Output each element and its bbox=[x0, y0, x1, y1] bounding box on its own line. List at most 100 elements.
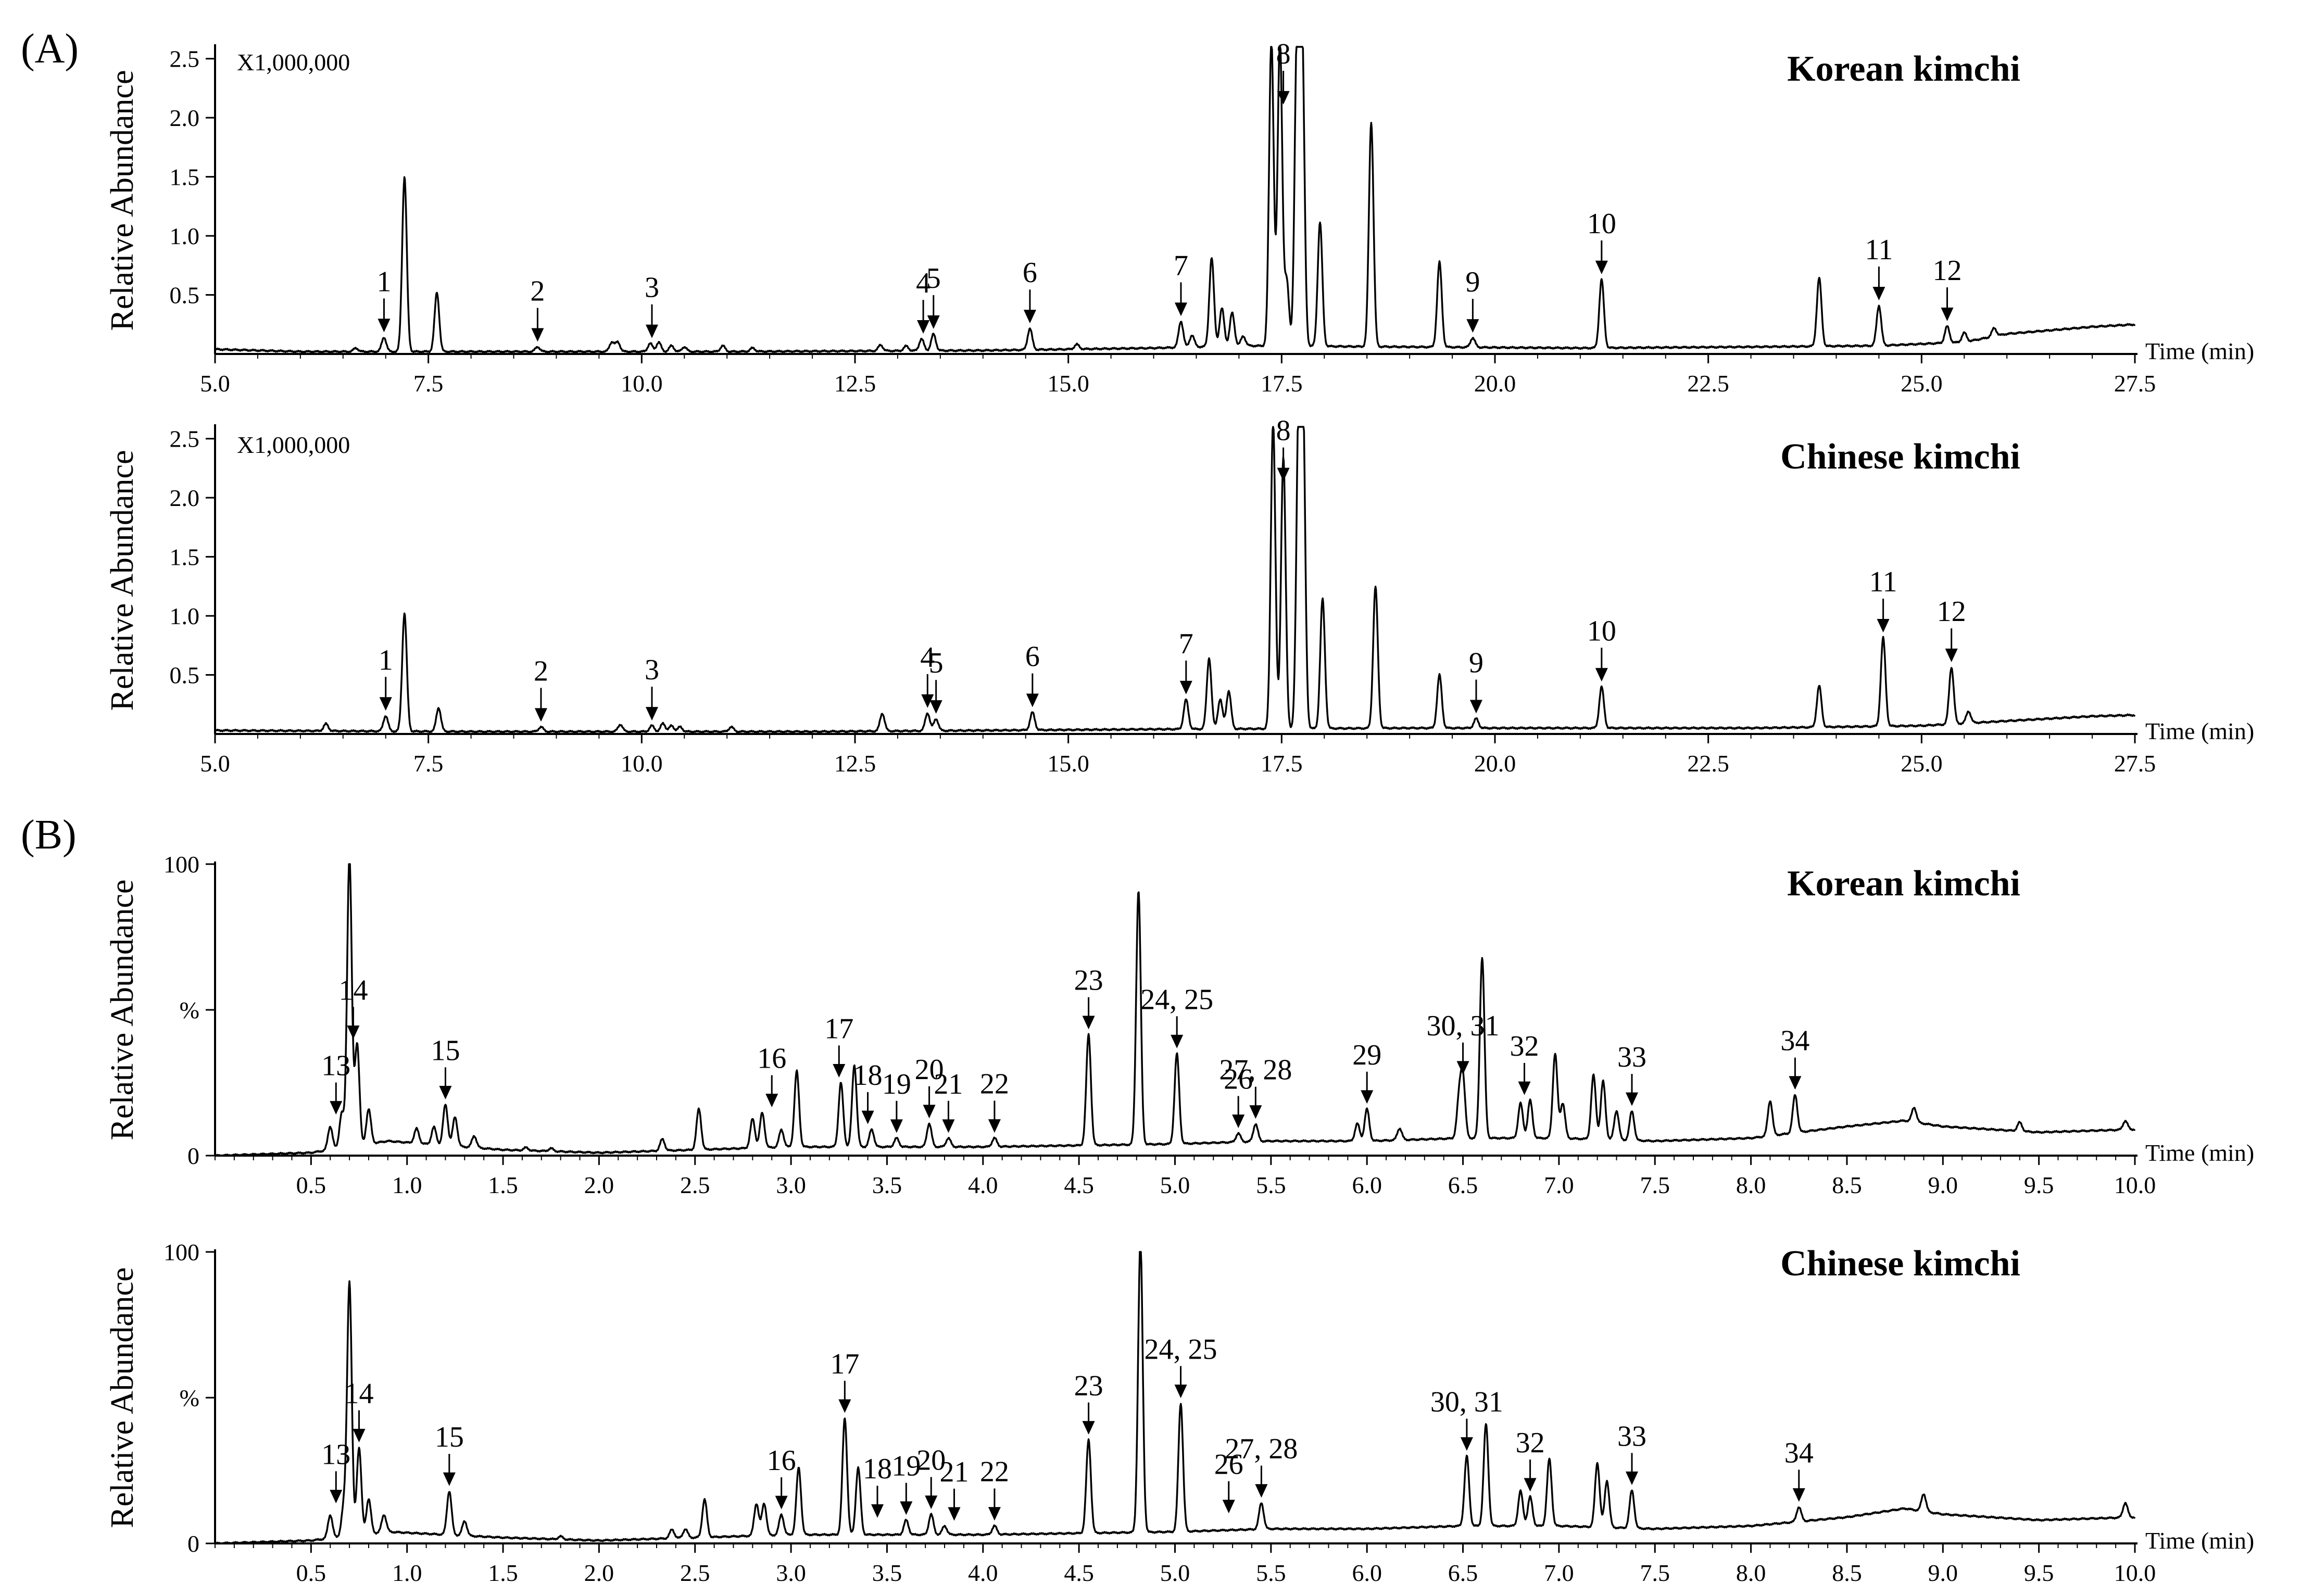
peak-label: 24, 25 bbox=[1140, 983, 1213, 1016]
peak-label: 5 bbox=[926, 262, 941, 295]
x-tick-label: 2.5 bbox=[680, 1560, 710, 1586]
peak-arrowhead bbox=[871, 1504, 884, 1518]
peak-arrowhead bbox=[1023, 310, 1036, 324]
x-tick-label: 4.0 bbox=[968, 1560, 998, 1586]
peak-label: 34 bbox=[1784, 1437, 1814, 1469]
x-tick-label: 4.5 bbox=[1064, 1172, 1094, 1198]
peak-label: 23 bbox=[1074, 965, 1103, 997]
peak-label: 30, 31 bbox=[1427, 1010, 1500, 1042]
x-tick-label: 0.5 bbox=[296, 1560, 326, 1586]
peak-label: 24, 25 bbox=[1145, 1333, 1217, 1365]
y-tick-label: 1.5 bbox=[170, 544, 200, 571]
peak-label: 16 bbox=[767, 1445, 796, 1477]
peak-arrowhead bbox=[1179, 680, 1192, 694]
x-tick-label: 5.0 bbox=[200, 750, 230, 777]
x-tick-label: 1.0 bbox=[392, 1560, 422, 1586]
peak-label: 13 bbox=[321, 1438, 350, 1471]
peak-arrowhead bbox=[531, 328, 544, 342]
x-tick-label: 25.0 bbox=[1901, 370, 1943, 397]
peak-arrowhead bbox=[1524, 1478, 1537, 1492]
x-tick-label: 10.0 bbox=[621, 750, 663, 777]
chart-korean-kimchi-gcms: 5.0 7.5 10.0 12.5 15.0 17.5 20.0 22.5 25.0 27.50.… bbox=[105, 38, 2254, 397]
scale-label: X1,000,000 bbox=[237, 432, 350, 458]
peak-label: 17 bbox=[824, 1012, 853, 1045]
x-tick-label: 12.5 bbox=[834, 750, 876, 777]
peak-label: 7 bbox=[1174, 249, 1188, 282]
x-tick-label: 5.0 bbox=[1160, 1172, 1190, 1198]
peak-label: 12 bbox=[1932, 255, 1961, 287]
peak-label: 8 bbox=[1276, 38, 1291, 70]
peak-label: 17 bbox=[830, 1348, 859, 1380]
peak-label: 26 bbox=[1224, 1063, 1253, 1096]
peak-arrowhead bbox=[1082, 1421, 1095, 1435]
peak-label: 9 bbox=[1469, 647, 1483, 679]
peak-label: 26 bbox=[1214, 1448, 1243, 1480]
peak-label: 11 bbox=[1869, 566, 1897, 598]
peak-arrowhead bbox=[1595, 260, 1608, 274]
peak-arrowhead bbox=[1277, 91, 1290, 105]
scale-label: X1,000,000 bbox=[237, 49, 350, 75]
x-tick-label: 9.5 bbox=[2024, 1172, 2054, 1198]
x-tick-label: 6.5 bbox=[1448, 1172, 1478, 1198]
peak-arrowhead bbox=[1466, 319, 1479, 333]
x-tick-label: 12.5 bbox=[834, 370, 876, 397]
x-tick-label: 6.0 bbox=[1352, 1172, 1382, 1198]
chart-title: Chinese kimchi bbox=[1780, 1244, 2020, 1284]
peak-label: 9 bbox=[1465, 266, 1480, 298]
peak-label: 12 bbox=[1937, 596, 1966, 628]
x-tick-label: 6.5 bbox=[1448, 1560, 1478, 1586]
peak-label: 18 bbox=[853, 1059, 883, 1092]
x-tick-label: 7.5 bbox=[1640, 1560, 1670, 1586]
x-tick-label: 3.5 bbox=[872, 1560, 902, 1586]
peak-arrowhead bbox=[900, 1501, 913, 1515]
y-tick-label: 1.5 bbox=[170, 164, 200, 191]
peak-arrowhead bbox=[765, 1094, 778, 1108]
x-tick-label: 7.0 bbox=[1544, 1172, 1574, 1198]
x-tick-label: 17.5 bbox=[1261, 750, 1303, 777]
x-tick-label: 7.5 bbox=[413, 750, 444, 777]
peak-label: 5 bbox=[929, 647, 944, 679]
x-tick-label: 3.5 bbox=[872, 1172, 902, 1198]
peak-label: 27, 28 bbox=[1219, 1054, 1292, 1086]
x-tick-label: 10.0 bbox=[2114, 1560, 2156, 1586]
peak-label: 21 bbox=[934, 1068, 963, 1100]
peak-arrowhead bbox=[353, 1428, 366, 1442]
x-tick-label: 5.0 bbox=[1160, 1560, 1190, 1586]
peak-arrowhead bbox=[1945, 649, 1958, 663]
x-tick-label: 7.0 bbox=[1544, 1560, 1574, 1586]
y-axis-title: Relative Abundance bbox=[105, 70, 140, 331]
peak-label: 22 bbox=[980, 1455, 1009, 1488]
signal-trace bbox=[214, 426, 2136, 733]
peak-arrowhead bbox=[347, 1025, 360, 1040]
x-tick-label: 9.5 bbox=[2024, 1560, 2054, 1586]
peak-label: 3 bbox=[645, 654, 659, 686]
peak-label: 33 bbox=[1617, 1420, 1646, 1452]
peak-arrowhead bbox=[927, 315, 940, 329]
peak-arrowhead bbox=[1469, 700, 1482, 714]
x-tick-label: 8.5 bbox=[1832, 1172, 1862, 1198]
x-axis-title: Time (min) bbox=[2145, 1139, 2254, 1166]
peak-arrowhead bbox=[775, 1496, 788, 1510]
x-tick-label: 8.0 bbox=[1736, 1172, 1766, 1198]
x-tick-label: 2.5 bbox=[680, 1172, 710, 1198]
x-tick-label: 3.0 bbox=[776, 1172, 806, 1198]
peak-arrowhead bbox=[645, 324, 658, 338]
peak-label: 20 bbox=[916, 1444, 946, 1476]
chart-korean-kimchi-lcms: 0.5 1.0 1.5 2.0 2.5 3.0 3.5 4.0 4.5 5.0 5.5 6.0 6.5 7… bbox=[105, 851, 2254, 1198]
y-axis-title: Relative Abundance bbox=[105, 450, 140, 711]
x-axis-title: Time (min) bbox=[2145, 1527, 2254, 1554]
peak-label: 34 bbox=[1780, 1025, 1809, 1057]
chart-title: Korean kimchi bbox=[1787, 49, 2020, 89]
y-tick-label: 2.0 bbox=[170, 485, 200, 511]
signal-trace bbox=[214, 1251, 2136, 1544]
peak-label: 6 bbox=[1023, 257, 1037, 289]
peak-arrowhead bbox=[1941, 307, 1954, 321]
peak-label: 10 bbox=[1587, 615, 1616, 647]
peak-arrowhead bbox=[917, 320, 930, 334]
peak-arrowhead bbox=[379, 697, 392, 711]
peak-label: 1 bbox=[379, 644, 393, 676]
peak-label: 8 bbox=[1276, 415, 1291, 447]
peak-arrowhead bbox=[330, 1489, 343, 1503]
peak-arrowhead bbox=[378, 319, 391, 333]
x-tick-label: 8.5 bbox=[1832, 1560, 1862, 1586]
